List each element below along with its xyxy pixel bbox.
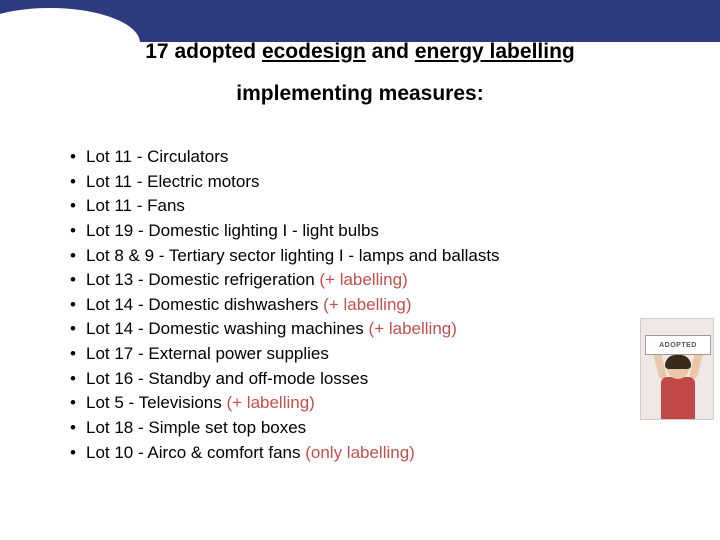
bullet-icon: • bbox=[70, 342, 86, 367]
title-line-1: 17 adopted ecodesign and energy labellin… bbox=[0, 40, 720, 64]
list-item: •Lot 10 - Airco & comfort fans (only lab… bbox=[70, 441, 630, 466]
body bbox=[661, 377, 695, 419]
item-text: Lot 11 - Electric motors bbox=[86, 172, 260, 191]
title-underline-2: energy labelling bbox=[415, 40, 575, 63]
bullet-icon: • bbox=[70, 317, 86, 342]
bullet-icon: • bbox=[70, 391, 86, 416]
title-mid: and bbox=[366, 40, 415, 63]
measures-list: •Lot 11 - Circulators •Lot 11 - Electric… bbox=[70, 145, 630, 465]
item-text: Lot 19 - Domestic lighting I - light bul… bbox=[86, 221, 379, 240]
bullet-icon: • bbox=[70, 268, 86, 293]
list-item: •Lot 11 - Electric motors bbox=[70, 170, 630, 195]
list-item: •Lot 18 - Simple set top boxes bbox=[70, 416, 630, 441]
list-item: •Lot 17 - External power supplies bbox=[70, 342, 630, 367]
adopted-sign: ADOPTED bbox=[645, 335, 711, 355]
list-item: •Lot 11 - Fans bbox=[70, 194, 630, 219]
bullet-icon: • bbox=[70, 145, 86, 170]
hair bbox=[665, 355, 691, 369]
item-text: Lot 10 - Airco & comfort fans bbox=[86, 443, 305, 462]
item-label: (+ labelling) bbox=[369, 319, 457, 338]
bullet-icon: • bbox=[70, 219, 86, 244]
item-label: (+ labelling) bbox=[226, 393, 314, 412]
item-text: Lot 11 - Fans bbox=[86, 196, 185, 215]
bullet-icon: • bbox=[70, 367, 86, 392]
bullet-icon: • bbox=[70, 244, 86, 269]
list-item: •Lot 16 - Standby and off-mode losses bbox=[70, 367, 630, 392]
adopted-image: ADOPTED bbox=[640, 318, 714, 420]
bullet-icon: • bbox=[70, 170, 86, 195]
title-prefix: 17 adopted bbox=[145, 40, 262, 63]
list-item: •Lot 13 - Domestic refrigeration (+ labe… bbox=[70, 268, 630, 293]
list-item: •Lot 14 - Domestic dishwashers (+ labell… bbox=[70, 293, 630, 318]
item-text: Lot 18 - Simple set top boxes bbox=[86, 418, 306, 437]
title-underline-1: ecodesign bbox=[262, 40, 366, 63]
item-text: Lot 16 - Standby and off-mode losses bbox=[86, 369, 368, 388]
bullet-icon: • bbox=[70, 293, 86, 318]
item-text: Lot 14 - Domestic dishwashers bbox=[86, 295, 323, 314]
item-text: Lot 14 - Domestic washing machines bbox=[86, 319, 369, 338]
bullet-icon: • bbox=[70, 194, 86, 219]
list-item: •Lot 5 - Televisions (+ labelling) bbox=[70, 391, 630, 416]
item-text: Lot 11 - Circulators bbox=[86, 147, 228, 166]
child-figure bbox=[655, 357, 701, 419]
list-item: •Lot 8 & 9 - Tertiary sector lighting I … bbox=[70, 244, 630, 269]
item-label: (+ labelling) bbox=[319, 270, 407, 289]
item-text: Lot 5 - Televisions bbox=[86, 393, 226, 412]
list-item: •Lot 19 - Domestic lighting I - light bu… bbox=[70, 219, 630, 244]
item-label: (only labelling) bbox=[305, 443, 415, 462]
title-line-2: implementing measures: bbox=[0, 82, 720, 106]
slide-title: 17 adopted ecodesign and energy labellin… bbox=[0, 40, 720, 106]
list-item: •Lot 14 - Domestic washing machines (+ l… bbox=[70, 317, 630, 342]
list-item: •Lot 11 - Circulators bbox=[70, 145, 630, 170]
item-label: (+ labelling) bbox=[323, 295, 411, 314]
item-text: Lot 13 - Domestic refrigeration bbox=[86, 270, 319, 289]
bullet-icon: • bbox=[70, 441, 86, 466]
item-text: Lot 8 & 9 - Tertiary sector lighting I -… bbox=[86, 246, 500, 265]
item-text: Lot 17 - External power supplies bbox=[86, 344, 329, 363]
bullet-icon: • bbox=[70, 416, 86, 441]
